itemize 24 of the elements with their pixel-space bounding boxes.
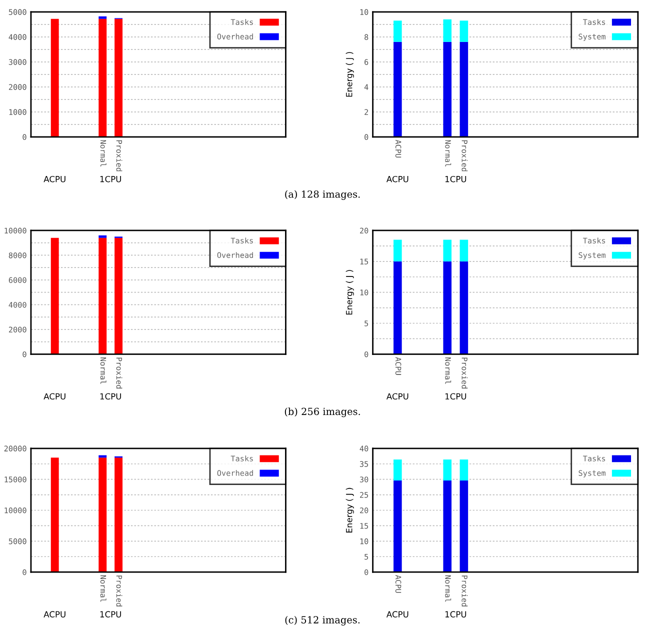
text: 1CPU [445,393,466,400]
bar [443,19,452,42]
bar [394,42,402,137]
bar [443,42,452,137]
text: (a) 128 images. [285,190,360,200]
text: ACPU [44,611,66,618]
y-axis-title: Energy ( J ) [346,270,354,315]
y-axis-title: Energy ( J ) [346,52,354,97]
text: ACPU [386,611,408,618]
text: (c) 512 images. [285,616,360,626]
text: ACPU [44,176,66,182]
text: ACPU [386,176,408,182]
text: ACPU [44,393,66,400]
text: 1CPU [100,176,121,182]
text: 1CPU [445,176,466,182]
text: ACPU [386,393,408,400]
text: (b) 256 images. [284,408,360,418]
bar [460,42,468,137]
bar [394,20,402,42]
text: 1CPU [445,611,466,618]
y-axis-title: Energy ( J ) [346,488,354,532]
bar [460,20,468,42]
text: 1CPU [100,393,121,400]
text: 1CPU [100,611,121,618]
